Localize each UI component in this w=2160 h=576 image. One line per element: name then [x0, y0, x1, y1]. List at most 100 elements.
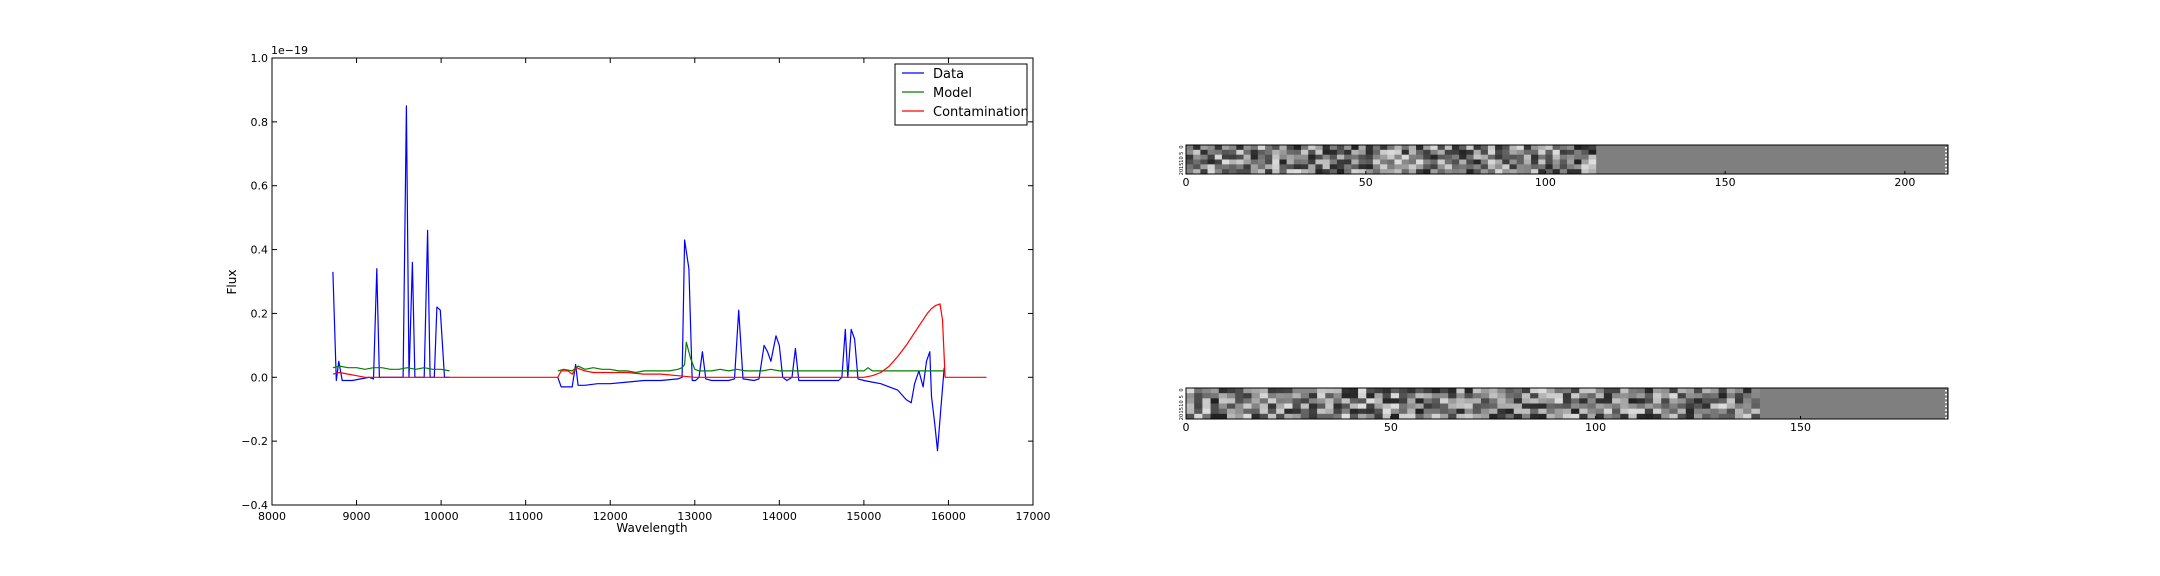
strip-pixel [1448, 388, 1457, 394]
strip-pixel [1399, 403, 1408, 410]
strip-pixel [1202, 408, 1211, 415]
strip-pixel [1284, 403, 1293, 410]
strip-pixel [1538, 164, 1546, 170]
strip-pixel [1509, 159, 1518, 165]
strip-pixel [1272, 169, 1280, 174]
strip-pixel [1329, 149, 1338, 156]
strip-pixel [1292, 393, 1302, 399]
strip-pixel [1372, 154, 1381, 160]
strip-pixel [1301, 154, 1309, 160]
strip-pixel [1702, 393, 1711, 399]
strip-pixel [1401, 164, 1410, 170]
strip-pixel [1430, 159, 1439, 165]
strip-pixel [1516, 149, 1525, 156]
strip-pixel [1437, 169, 1446, 174]
strip-pixel [1358, 413, 1367, 419]
strip-pixel [1521, 388, 1531, 394]
strip-pixel [1221, 149, 1230, 156]
strip-pixel [1653, 398, 1662, 404]
strip-pixel [1243, 398, 1252, 404]
strip-pixel [1538, 154, 1546, 160]
strip-pixel [1538, 403, 1547, 410]
strip-pixel [1272, 159, 1280, 165]
strip-pixel [1226, 393, 1236, 399]
strip-pixel [1358, 408, 1367, 415]
strip-pixel [1257, 159, 1266, 165]
strip-pixel [1374, 403, 1384, 410]
strip-pixel [1466, 145, 1474, 151]
strip-pixel [1516, 154, 1525, 160]
strip-edge-pixel [1945, 390, 1947, 392]
strip-pixel [1243, 149, 1252, 156]
strip-pixel [1251, 408, 1261, 415]
strip-pixel [1399, 408, 1408, 415]
strip-pixel [1636, 403, 1646, 410]
strip-pixel [1538, 393, 1547, 399]
strip-pixel [1221, 145, 1230, 151]
y-ticks: −0.4 −0.2 0.0 0.2 0.4 0.6 0.8 1.0 [241, 52, 1033, 512]
strip-pixel [1351, 145, 1359, 151]
strip-bottom-pixels [1186, 388, 1947, 419]
strip-pixel [1186, 408, 1195, 415]
strip-pixel [1259, 408, 1269, 415]
strip-pixel [1562, 393, 1572, 399]
strip-pixel [1628, 388, 1638, 394]
strip-pixel [1456, 413, 1465, 419]
strip-pixel [1431, 413, 1441, 419]
strip-pixel [1567, 159, 1575, 165]
strip-pixel [1620, 408, 1629, 415]
strip-pixel [1315, 164, 1323, 170]
strip-pixel [1251, 413, 1261, 419]
x-tick-label: 14000 [762, 510, 797, 523]
strip-pixel [1279, 164, 1288, 170]
strip-pixel [1531, 149, 1539, 156]
strip-pixel [1653, 408, 1662, 415]
strip-pixel [1336, 169, 1345, 174]
strip-pixel [1685, 398, 1695, 404]
strip-pixel [1472, 398, 1482, 404]
strip-pixel [1489, 408, 1498, 415]
strip-pixel [1677, 398, 1687, 404]
strip-pixel [1612, 398, 1621, 404]
strip-pixel [1226, 413, 1236, 419]
strip-pixel [1186, 388, 1195, 394]
strip-pixel [1718, 398, 1728, 404]
strip-pixel [1387, 145, 1395, 151]
strip-pixel [1358, 154, 1367, 160]
strip-pixel [1628, 408, 1638, 415]
strip-pixel [1265, 149, 1273, 156]
strip-pixel [1399, 398, 1408, 404]
strip-pixel [1341, 408, 1351, 415]
strip-pixel [1200, 149, 1208, 156]
strip-pixel [1200, 154, 1208, 160]
strip-pixel [1333, 398, 1343, 404]
strip-pixel [1595, 388, 1605, 394]
strip-pixel [1587, 408, 1597, 415]
strip-pixel [1677, 403, 1687, 410]
strip-pixel [1235, 403, 1244, 410]
strip-pixel [1351, 149, 1359, 156]
strip-pixel [1349, 413, 1359, 419]
strip-pixel [1416, 169, 1424, 174]
plot-frame [271, 57, 1034, 506]
strip-y-tick-label: 5 [1179, 395, 1185, 398]
strip-pixel [1743, 393, 1752, 399]
strip-pixel [1336, 154, 1345, 160]
strip-pixel [1505, 398, 1515, 404]
strip-pixel [1464, 408, 1474, 415]
strip-pixel [1349, 408, 1359, 415]
strip-pixel [1718, 403, 1728, 410]
x-tick-label: 11000 [508, 510, 543, 523]
strip-pixel [1451, 169, 1460, 174]
strip-pixel [1653, 413, 1662, 419]
strip-pixel [1257, 149, 1266, 156]
strip-pixel [1202, 388, 1211, 394]
strip-pixel [1229, 159, 1237, 165]
strip-pixel [1448, 398, 1457, 404]
strip-pixel [1521, 413, 1531, 419]
strip-pixel [1329, 169, 1338, 174]
strip-pixel [1186, 149, 1194, 156]
strip-pixel [1408, 169, 1417, 174]
strip-pixel [1743, 413, 1752, 419]
strip-pixel [1516, 159, 1525, 165]
